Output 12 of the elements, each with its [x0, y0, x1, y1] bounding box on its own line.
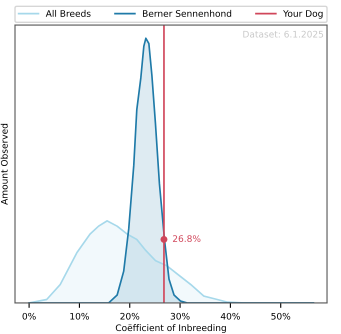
legend-label: All Breeds [46, 10, 91, 17]
y-axis-title: Amount Observed [0, 124, 8, 205]
annotation: 26.8% [172, 235, 200, 242]
x-tick-label: 20% [120, 312, 140, 320]
x-tick-label: 0% [22, 312, 36, 320]
x-tick-label: 40% [220, 312, 240, 320]
x-tick-label: 50% [271, 312, 290, 320]
legend-label: Berner Sennenhond [142, 10, 232, 17]
x-tick-label: 30% [170, 312, 190, 320]
legend-label: Your Dog [283, 10, 323, 19]
x-axis-title: Coëfficient of Inbreeding [116, 324, 226, 333]
x-tick-label: 10% [70, 312, 89, 320]
